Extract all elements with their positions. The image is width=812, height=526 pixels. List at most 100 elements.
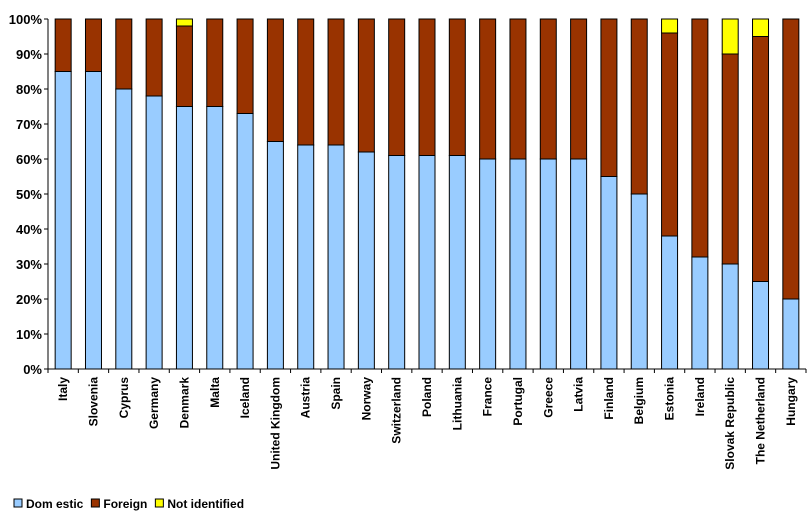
bar-segment-dom-estic bbox=[327, 144, 345, 370]
bar-segment-dom-estic bbox=[539, 158, 557, 370]
x-category-label: Denmark bbox=[177, 377, 191, 429]
bar-segment-dom-estic bbox=[661, 235, 679, 370]
legend-label: Dom estic bbox=[26, 497, 84, 511]
y-tick-label: 50% bbox=[16, 187, 42, 202]
legend-swatch bbox=[154, 498, 164, 508]
x-category-label: Lithuania bbox=[450, 377, 464, 431]
x-category-label: Norway bbox=[359, 377, 373, 421]
x-category-label: Latvia bbox=[572, 377, 586, 412]
bar-segment-dom-estic bbox=[115, 88, 133, 370]
x-category-label: Germany bbox=[147, 377, 161, 429]
bar-segment-dom-estic bbox=[418, 155, 436, 370]
y-tick-label: 0% bbox=[23, 362, 42, 377]
bars bbox=[54, 18, 800, 370]
bar-segment-dom-estic bbox=[266, 141, 284, 370]
legend: Dom estic Foreign Not identified bbox=[13, 497, 244, 511]
bar-segment-foreign bbox=[782, 18, 800, 300]
bar-segment-foreign bbox=[236, 18, 254, 114]
bar-segment-dom-estic bbox=[297, 144, 315, 370]
legend-swatch bbox=[13, 498, 23, 508]
x-category-label: Greece bbox=[541, 377, 555, 418]
bar-segment-dom-estic bbox=[479, 158, 497, 370]
x-category-label: Italy bbox=[56, 377, 70, 401]
x-category-label: Spain bbox=[329, 377, 343, 410]
bar-segment-foreign bbox=[752, 36, 770, 282]
x-axis-labels: Italy Slovenia Cyprus Germany Denmark Malta Ic… bbox=[56, 377, 798, 470]
bar-segment-foreign bbox=[388, 18, 406, 156]
x-category-label: Slovenia bbox=[86, 377, 100, 427]
bar-segment-dom-estic bbox=[448, 155, 466, 370]
x-category-label: Cyprus bbox=[117, 377, 131, 419]
bar-segment-dom-estic bbox=[721, 263, 739, 370]
bar-segment-dom-estic bbox=[388, 155, 406, 370]
bar-segment-foreign bbox=[54, 18, 72, 72]
y-tick-label: 30% bbox=[16, 257, 42, 272]
bar-segment-dom-estic bbox=[600, 176, 618, 370]
bar-segment-foreign bbox=[509, 18, 527, 160]
x-category-label: France bbox=[481, 377, 495, 417]
bar-segment-foreign bbox=[84, 18, 102, 72]
bar-segment-not-identified bbox=[721, 18, 739, 55]
bar-segment-foreign bbox=[297, 18, 315, 146]
y-tick-label: 20% bbox=[16, 292, 42, 307]
bar-segment-dom-estic bbox=[145, 95, 163, 370]
bar-segment-dom-estic bbox=[357, 151, 375, 370]
x-category-label: Austria bbox=[299, 377, 313, 419]
bar-segment-foreign bbox=[115, 18, 133, 90]
bar-segment-not-identified bbox=[175, 18, 193, 27]
axes bbox=[47, 19, 807, 373]
bar-segment-foreign bbox=[721, 53, 739, 265]
legend-label: Foreign bbox=[103, 497, 147, 511]
bar-segment-dom-estic bbox=[84, 71, 102, 370]
y-tick-label: 100% bbox=[9, 12, 43, 27]
bar-segment-foreign bbox=[266, 18, 284, 142]
x-category-label: United Kingdom bbox=[268, 377, 282, 470]
bar-segment-foreign bbox=[539, 18, 557, 160]
bar-segment-foreign bbox=[145, 18, 163, 97]
bar-segment-dom-estic bbox=[509, 158, 527, 370]
bar-segment-foreign bbox=[661, 32, 679, 237]
legend-swatch bbox=[90, 498, 100, 508]
bar-segment-foreign bbox=[691, 18, 709, 258]
bar-segment-dom-estic bbox=[630, 193, 648, 370]
x-category-label: Belgium bbox=[632, 377, 646, 424]
bar-segment-dom-estic bbox=[175, 106, 193, 370]
bar-segment-foreign bbox=[448, 18, 466, 156]
bar-segment-dom-estic bbox=[752, 281, 770, 370]
bar-segment-foreign bbox=[206, 18, 224, 107]
bar-segment-not-identified bbox=[661, 18, 679, 34]
x-category-label: Malta bbox=[208, 377, 222, 408]
bar-segment-foreign bbox=[327, 18, 345, 146]
x-category-label: The Netherland bbox=[754, 377, 768, 464]
y-tick-label: 40% bbox=[16, 222, 42, 237]
bar-segment-dom-estic bbox=[54, 71, 72, 370]
bar-segment-foreign bbox=[175, 25, 193, 107]
y-tick-label: 60% bbox=[16, 152, 42, 167]
bar-segment-dom-estic bbox=[206, 106, 224, 370]
bar-segment-dom-estic bbox=[782, 298, 800, 370]
y-tick-label: 90% bbox=[16, 47, 42, 62]
bar-segment-foreign bbox=[600, 18, 618, 177]
bar-segment-foreign bbox=[418, 18, 436, 156]
x-category-label: Estonia bbox=[663, 377, 677, 421]
x-category-label: Poland bbox=[420, 377, 434, 417]
bar-segment-not-identified bbox=[752, 18, 770, 37]
y-axis-ticks: 0% 10% 20% 30% 40% 50% 60% 70% 80% 90% 100% bbox=[9, 12, 48, 377]
bar-segment-dom-estic bbox=[236, 113, 254, 370]
legend-label: Not identified bbox=[167, 497, 244, 511]
y-tick-label: 70% bbox=[16, 117, 42, 132]
bar-segment-dom-estic bbox=[570, 158, 588, 370]
y-tick-label: 10% bbox=[16, 327, 42, 342]
x-category-label: Hungary bbox=[784, 377, 798, 426]
y-tick-label: 80% bbox=[16, 82, 42, 97]
x-category-label: Slovak Republic bbox=[723, 377, 737, 470]
x-category-label: Finland bbox=[602, 377, 616, 420]
bar-segment-foreign bbox=[357, 18, 375, 153]
bar-segment-foreign bbox=[479, 18, 497, 160]
x-category-label: Switzerland bbox=[390, 377, 404, 444]
bar-segment-foreign bbox=[630, 18, 648, 195]
bar-segment-dom-estic bbox=[691, 256, 709, 370]
x-category-label: Portugal bbox=[511, 377, 525, 426]
x-category-label: Iceland bbox=[238, 377, 252, 418]
